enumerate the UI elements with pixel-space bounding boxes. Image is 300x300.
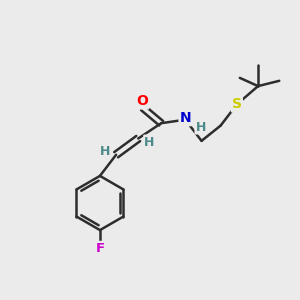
Text: N: N	[179, 111, 191, 125]
Text: F: F	[95, 242, 104, 255]
Text: O: O	[136, 94, 148, 108]
Text: H: H	[196, 121, 206, 134]
Text: H: H	[144, 136, 154, 148]
Text: S: S	[232, 98, 242, 111]
Text: H: H	[100, 145, 110, 158]
